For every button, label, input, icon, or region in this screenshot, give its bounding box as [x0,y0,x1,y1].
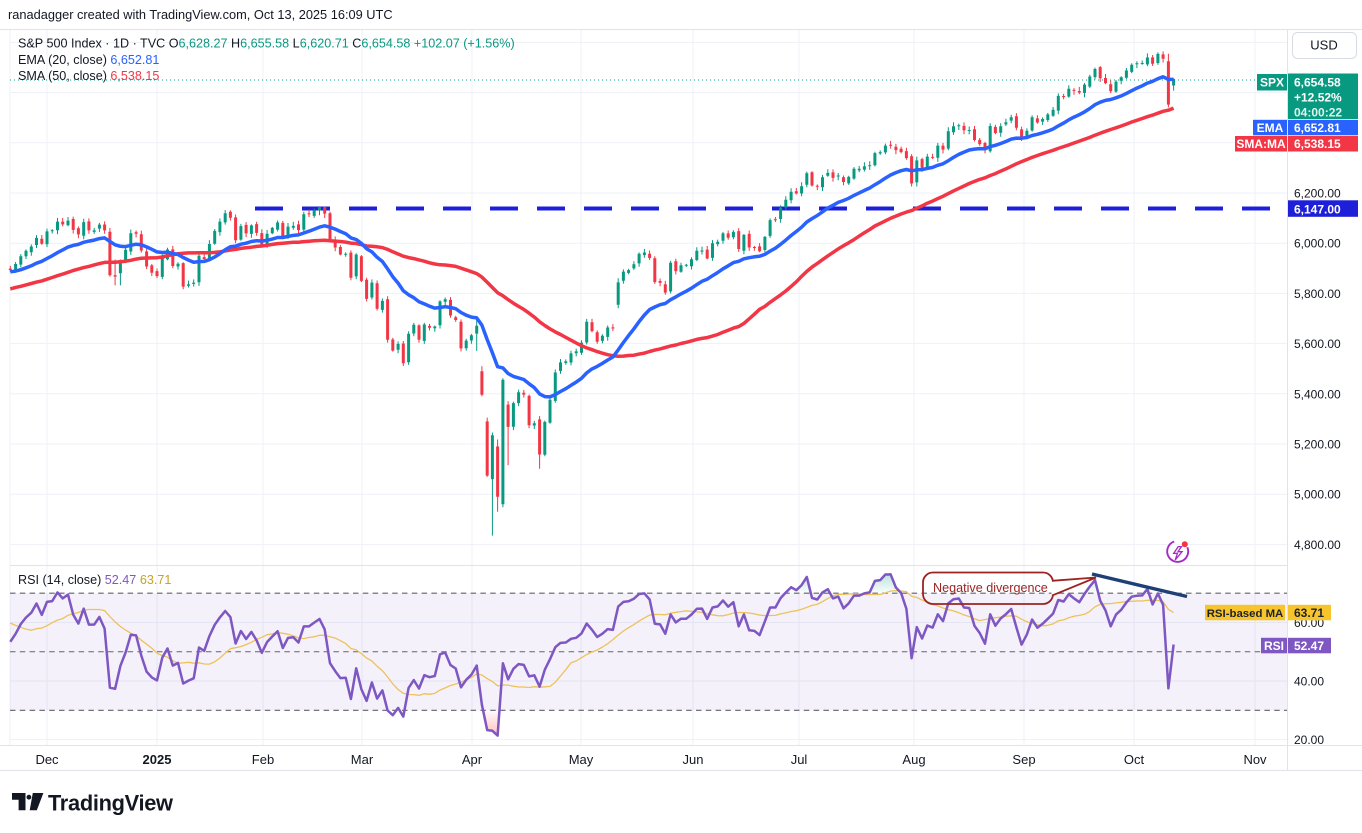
svg-text:Apr: Apr [462,752,483,767]
svg-text:+12.52%: +12.52% [1294,91,1342,105]
svg-text:5,600.00: 5,600.00 [1294,337,1341,351]
svg-text:TradingView: TradingView [48,791,173,816]
svg-text:6,538.15: 6,538.15 [1294,137,1341,151]
svg-text:04:00:22: 04:00:22 [1294,106,1342,120]
svg-text:EMA (20, close) 6,652.81: EMA (20, close) 6,652.81 [18,53,159,67]
svg-text:EMA: EMA [1257,121,1284,135]
svg-text:6,000.00: 6,000.00 [1294,237,1341,251]
svg-text:5,400.00: 5,400.00 [1294,387,1341,401]
svg-text:5,000.00: 5,000.00 [1294,488,1341,502]
svg-text:4,800.00: 4,800.00 [1294,538,1341,552]
svg-text:6,200.00: 6,200.00 [1294,187,1341,201]
svg-text:Nov: Nov [1243,752,1267,767]
svg-text:6,147.00: 6,147.00 [1294,202,1341,216]
svg-text:20.00: 20.00 [1294,733,1324,747]
svg-text:5,200.00: 5,200.00 [1294,438,1341,452]
svg-text:6,652.81: 6,652.81 [1294,121,1341,135]
svg-text:Oct: Oct [1124,752,1145,767]
svg-text:Jul: Jul [791,752,808,767]
svg-text:Aug: Aug [902,752,925,767]
svg-text:Negative divergence: Negative divergence [933,581,1048,595]
svg-text:S&P 500 Index · 1D · TVC O6,6: S&P 500 Index · 1D · TVC O6,628.27 H6,65… [18,37,515,51]
svg-text:2025: 2025 [143,752,172,767]
svg-text:5,800.00: 5,800.00 [1294,287,1341,301]
svg-text:RSI: RSI [1264,639,1284,653]
svg-text:6,654.58: 6,654.58 [1294,76,1341,90]
svg-text:63.71: 63.71 [1294,606,1324,620]
svg-text:ranadagger created with Tradin: ranadagger created with TradingView.com,… [8,7,393,22]
svg-text:Sep: Sep [1012,752,1035,767]
svg-text:40.00: 40.00 [1294,675,1324,689]
svg-text:Dec: Dec [35,752,59,767]
svg-text:SMA (50, close) 6,538.15: SMA (50, close) 6,538.15 [18,69,159,83]
svg-text:SMA:MA: SMA:MA [1236,137,1286,151]
svg-text:RSI (14, close) 52.47 63.71: RSI (14, close) 52.47 63.71 [18,573,171,587]
svg-text:SPX: SPX [1260,76,1284,90]
svg-text:Mar: Mar [351,752,374,767]
svg-text:USD: USD [1310,38,1337,53]
svg-text:52.47: 52.47 [1294,639,1324,653]
svg-text:RSI-based MA: RSI-based MA [1207,608,1284,620]
svg-text:Jun: Jun [683,752,704,767]
svg-text:Feb: Feb [252,752,274,767]
svg-text:May: May [569,752,594,767]
